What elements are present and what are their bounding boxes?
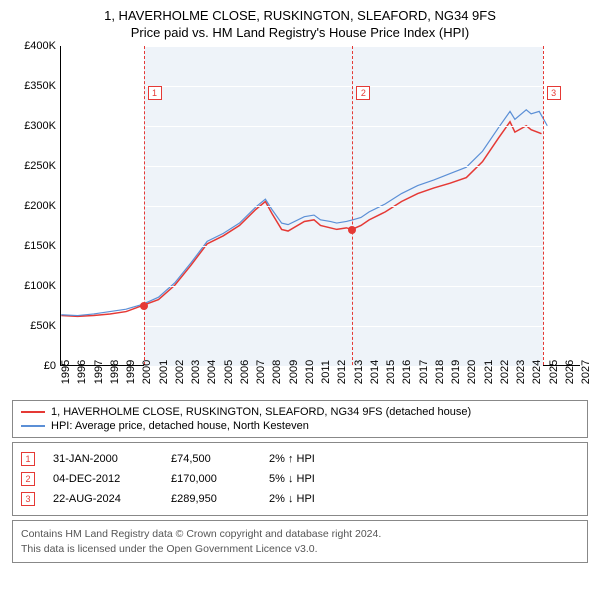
event-table: 1 31-JAN-2000 £74,500 2% ↑ HPI 2 04-DEC-2012 £…	[12, 442, 588, 516]
event-vline-2	[352, 46, 353, 365]
gridline	[61, 86, 580, 87]
event-price: £170,000	[171, 473, 251, 485]
event-date: 22-AUG-2024	[53, 493, 153, 505]
legend-row: 1, HAVERHOLME CLOSE, RUSKINGTON, SLEAFOR…	[21, 405, 579, 419]
event-pct: 2% ↓ HPI	[269, 493, 359, 505]
event-price: £289,950	[171, 493, 251, 505]
y-tick-label: £100K	[24, 280, 56, 292]
legend-label: HPI: Average price, detached house, Nort…	[51, 420, 309, 432]
event-marker-1: 1	[148, 86, 162, 100]
plot-region: 1 2 3	[60, 46, 580, 366]
event-row: 1 31-JAN-2000 £74,500 2% ↑ HPI	[21, 449, 579, 469]
y-tick-label: £50K	[30, 320, 56, 332]
attribution: Contains HM Land Registry data © Crown c…	[12, 520, 588, 563]
event-row: 3 22-AUG-2024 £289,950 2% ↓ HPI	[21, 489, 579, 509]
event-marker-2: 2	[356, 86, 370, 100]
event-vline-1	[144, 46, 145, 365]
legend: 1, HAVERHOLME CLOSE, RUSKINGTON, SLEAFOR…	[12, 400, 588, 438]
y-tick-label: £200K	[24, 200, 56, 212]
x-axis: 1995199619971998199920002001200220032004…	[60, 366, 580, 396]
gridline	[61, 206, 580, 207]
event-date: 31-JAN-2000	[53, 453, 153, 465]
gridline	[61, 246, 580, 247]
legend-color-swatch	[21, 425, 45, 427]
y-tick-label: £150K	[24, 240, 56, 252]
event-row-marker: 2	[21, 472, 35, 486]
series-price_paid	[61, 122, 541, 317]
event-dot-2	[348, 226, 356, 234]
y-tick-label: £250K	[24, 160, 56, 172]
event-vline-3	[543, 46, 544, 365]
title-line-2: Price paid vs. HM Land Registry's House …	[12, 25, 588, 40]
event-date: 04-DEC-2012	[53, 473, 153, 485]
event-pct: 5% ↓ HPI	[269, 473, 359, 485]
gridline	[61, 286, 580, 287]
gridline	[61, 166, 580, 167]
series-hpi	[61, 110, 547, 316]
event-dot-1	[140, 302, 148, 310]
y-tick-label: £350K	[24, 80, 56, 92]
y-tick-label: £400K	[24, 40, 56, 52]
attribution-line-2: This data is licensed under the Open Gov…	[21, 542, 579, 557]
attribution-line-1: Contains HM Land Registry data © Crown c…	[21, 527, 579, 542]
y-tick-label: £300K	[24, 120, 56, 132]
chart-area: £0£50K£100K£150K£200K£250K£300K£350K£400…	[12, 46, 588, 396]
gridline	[61, 126, 580, 127]
legend-row: HPI: Average price, detached house, Nort…	[21, 419, 579, 433]
chart-title: 1, HAVERHOLME CLOSE, RUSKINGTON, SLEAFOR…	[12, 8, 588, 40]
event-row-marker: 3	[21, 492, 35, 506]
event-row-marker: 1	[21, 452, 35, 466]
event-marker-3: 3	[547, 86, 561, 100]
legend-color-swatch	[21, 411, 45, 413]
title-line-1: 1, HAVERHOLME CLOSE, RUSKINGTON, SLEAFOR…	[12, 8, 588, 23]
event-row: 2 04-DEC-2012 £170,000 5% ↓ HPI	[21, 469, 579, 489]
gridline	[61, 46, 580, 47]
event-price: £74,500	[171, 453, 251, 465]
y-tick-label: £0	[44, 360, 56, 372]
y-axis: £0£50K£100K£150K£200K£250K£300K£350K£400…	[12, 46, 60, 366]
gridline	[61, 326, 580, 327]
x-tick-label: 2027	[580, 360, 600, 384]
legend-label: 1, HAVERHOLME CLOSE, RUSKINGTON, SLEAFOR…	[51, 406, 471, 418]
event-pct: 2% ↑ HPI	[269, 453, 359, 465]
